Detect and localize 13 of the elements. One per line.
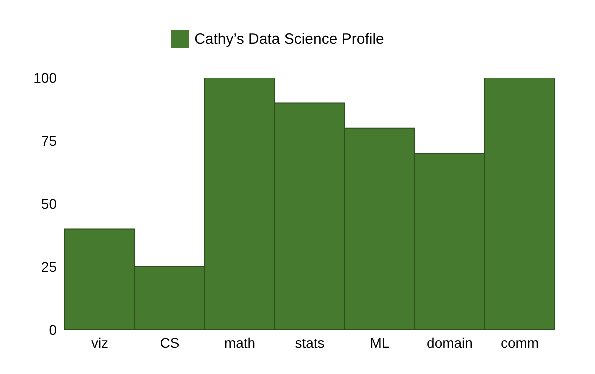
y-tick-label: 75 <box>41 132 58 149</box>
y-tick-label: 25 <box>41 258 58 275</box>
x-tick-label: comm <box>500 334 540 351</box>
x-tick-label: domain <box>427 334 473 351</box>
y-tick-label: 0 <box>49 322 58 338</box>
text: Cathy’s Data Science Profile <box>194 30 384 48</box>
x-tick-label: ML <box>370 334 390 351</box>
x-tick-label: CS <box>160 334 180 351</box>
y-tick-label: 100 <box>34 70 58 86</box>
y-tick-label: 50 <box>41 196 58 212</box>
x-tick-label: viz <box>91 334 109 351</box>
x-tick-label: math <box>224 334 256 351</box>
x-tick-label: stats <box>295 334 325 351</box>
